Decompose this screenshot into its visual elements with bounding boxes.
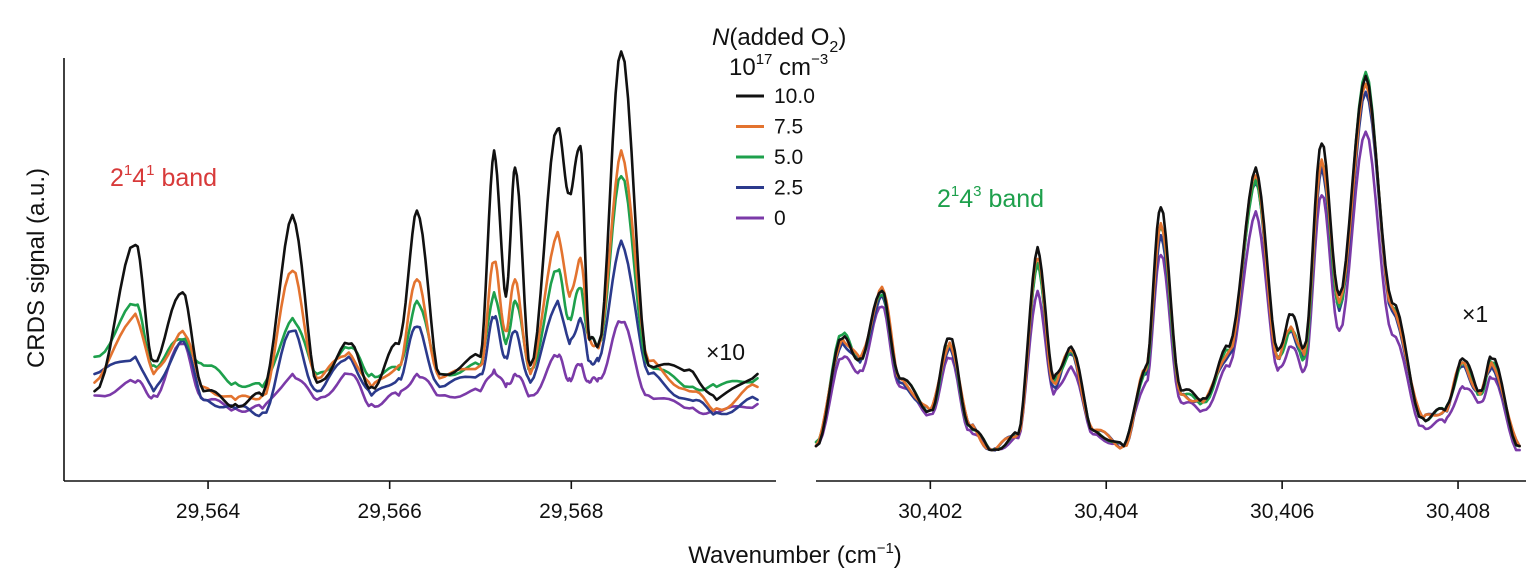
left-x-tick-label: 29,564 [176,500,241,523]
legend-title: N(added O2) [712,24,846,56]
left-scale-factor: ×10 [706,339,745,365]
panel-left: 29,564 29,566 29,568 2141 band ×10 [63,50,776,523]
right-band-label: 2143 band [937,183,1044,213]
legend-label: 2.5 [774,177,803,200]
legend-entries: 10.0 7.5 5.0 2.5 0 [736,85,815,230]
legend-label: 10.0 [774,85,815,108]
x-axis-title: Wavenumber (cm−1) [688,540,902,569]
legend-unit: 1017 cm−3 [729,51,828,81]
right-traces [814,70,1521,452]
right-series-line-0 [814,130,1521,452]
left-x-ticks: 29,564 29,566 29,568 [176,481,603,523]
right-x-tick-label: 30,404 [1074,500,1139,523]
left-x-tick-label: 29,566 [358,500,422,523]
left-traces [93,50,759,418]
panel-right: 30,402 30,404 30,406 30,408 2143 band ×1 [814,70,1526,523]
left-series-line-10-0 [93,50,759,409]
right-x-ticks: 30,402 30,404 30,406 30,408 [898,481,1490,523]
left-x-tick-label: 29,568 [539,500,603,523]
left-series-line-0 [93,320,759,416]
y-axis-title: CRDS signal (a.u.) [23,168,50,368]
left-band-label: 2141 band [110,162,217,192]
left-series-line-7-5 [93,149,759,412]
right-x-tick-label: 30,406 [1250,500,1314,523]
legend-label: 5.0 [774,146,803,169]
right-series-line-10-0 [814,74,1521,452]
right-x-tick-label: 30,408 [1426,500,1490,523]
legend: N(added O2) 1017 cm−3 10.0 7.5 5.0 2.5 0 [712,24,846,230]
right-x-tick-label: 30,402 [898,500,962,523]
legend-label: 0 [774,207,786,230]
legend-label: 7.5 [774,116,803,139]
right-scale-factor: ×1 [1462,301,1488,327]
left-series-line-2-5 [93,239,759,418]
